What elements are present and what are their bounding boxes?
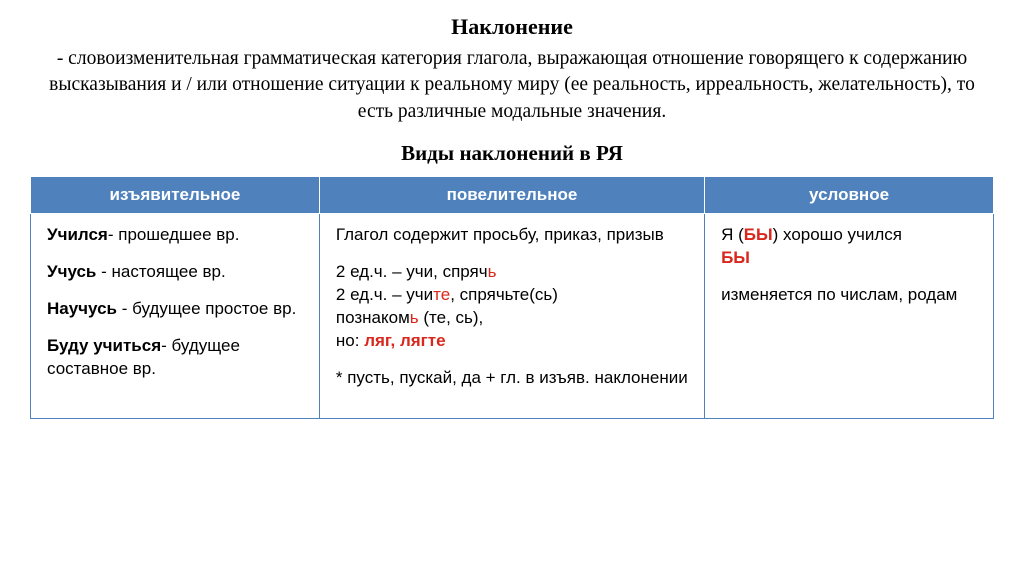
cond-line1-a: Я ( bbox=[721, 225, 744, 244]
col-header-indicative: изъявительное bbox=[31, 176, 320, 213]
mood-table: изъявительное повелительное условное Учи… bbox=[30, 176, 994, 419]
imp-line2-c: , спрячьте(сь) bbox=[450, 285, 558, 304]
imp-line3-c: (те, сь), bbox=[419, 308, 484, 327]
cond-line1-c: ) хорошо учился bbox=[773, 225, 902, 244]
table-body-row: Учился- прошедшее вр. Учусь - настоящее … bbox=[31, 213, 994, 418]
col-header-imperative: повелительное bbox=[319, 176, 704, 213]
imp-line3-a: познаком bbox=[336, 308, 410, 327]
verb-present-text: - настоящее вр. bbox=[96, 262, 225, 281]
subtitle: Виды наклонений в РЯ bbox=[30, 141, 994, 166]
cond-line1-b: БЫ bbox=[744, 225, 773, 244]
imperative-intro: Глагол содержит просьбу, приказ, призыв bbox=[336, 224, 688, 247]
imp-line2-a: 2 ед.ч. – учи bbox=[336, 285, 433, 304]
verb-future-simple-text: - будущее простое вр. bbox=[117, 299, 296, 318]
imp-line2-hl: те bbox=[433, 285, 450, 304]
verb-present-bold: Учусь bbox=[47, 262, 96, 281]
cond-line1-d: БЫ bbox=[721, 248, 750, 267]
verb-future-simple-bold: Научусь bbox=[47, 299, 117, 318]
verb-past-text: - прошедшее вр. bbox=[108, 225, 240, 244]
definition-text: - словоизменительная грамматическая кате… bbox=[30, 46, 994, 125]
imp-line4-hl: ляг, лягте bbox=[364, 331, 445, 350]
cell-conditional: Я (БЫ) хорошо учился БЫ изменяется по чи… bbox=[705, 213, 994, 418]
col-header-conditional: условное bbox=[705, 176, 994, 213]
cell-indicative: Учился- прошедшее вр. Учусь - настоящее … bbox=[31, 213, 320, 418]
imp-line1-a: 2 ед.ч. – учи, спряч bbox=[336, 262, 488, 281]
imperative-note: * пусть, пускай, да + гл. в изъяв. накло… bbox=[336, 367, 688, 390]
imp-line3-hl: ь bbox=[410, 308, 419, 327]
verb-past-bold: Учился bbox=[47, 225, 108, 244]
cell-imperative: Глагол содержит просьбу, приказ, призыв … bbox=[319, 213, 704, 418]
imp-line4-a: но: bbox=[336, 331, 364, 350]
verb-future-compound-bold: Буду учиться bbox=[47, 336, 161, 355]
table-header-row: изъявительное повелительное условное bbox=[31, 176, 994, 213]
page-title: Наклонение bbox=[30, 14, 994, 40]
cond-line2: изменяется по числам, родам bbox=[721, 284, 977, 307]
imp-line1-hl: ь bbox=[488, 262, 497, 281]
